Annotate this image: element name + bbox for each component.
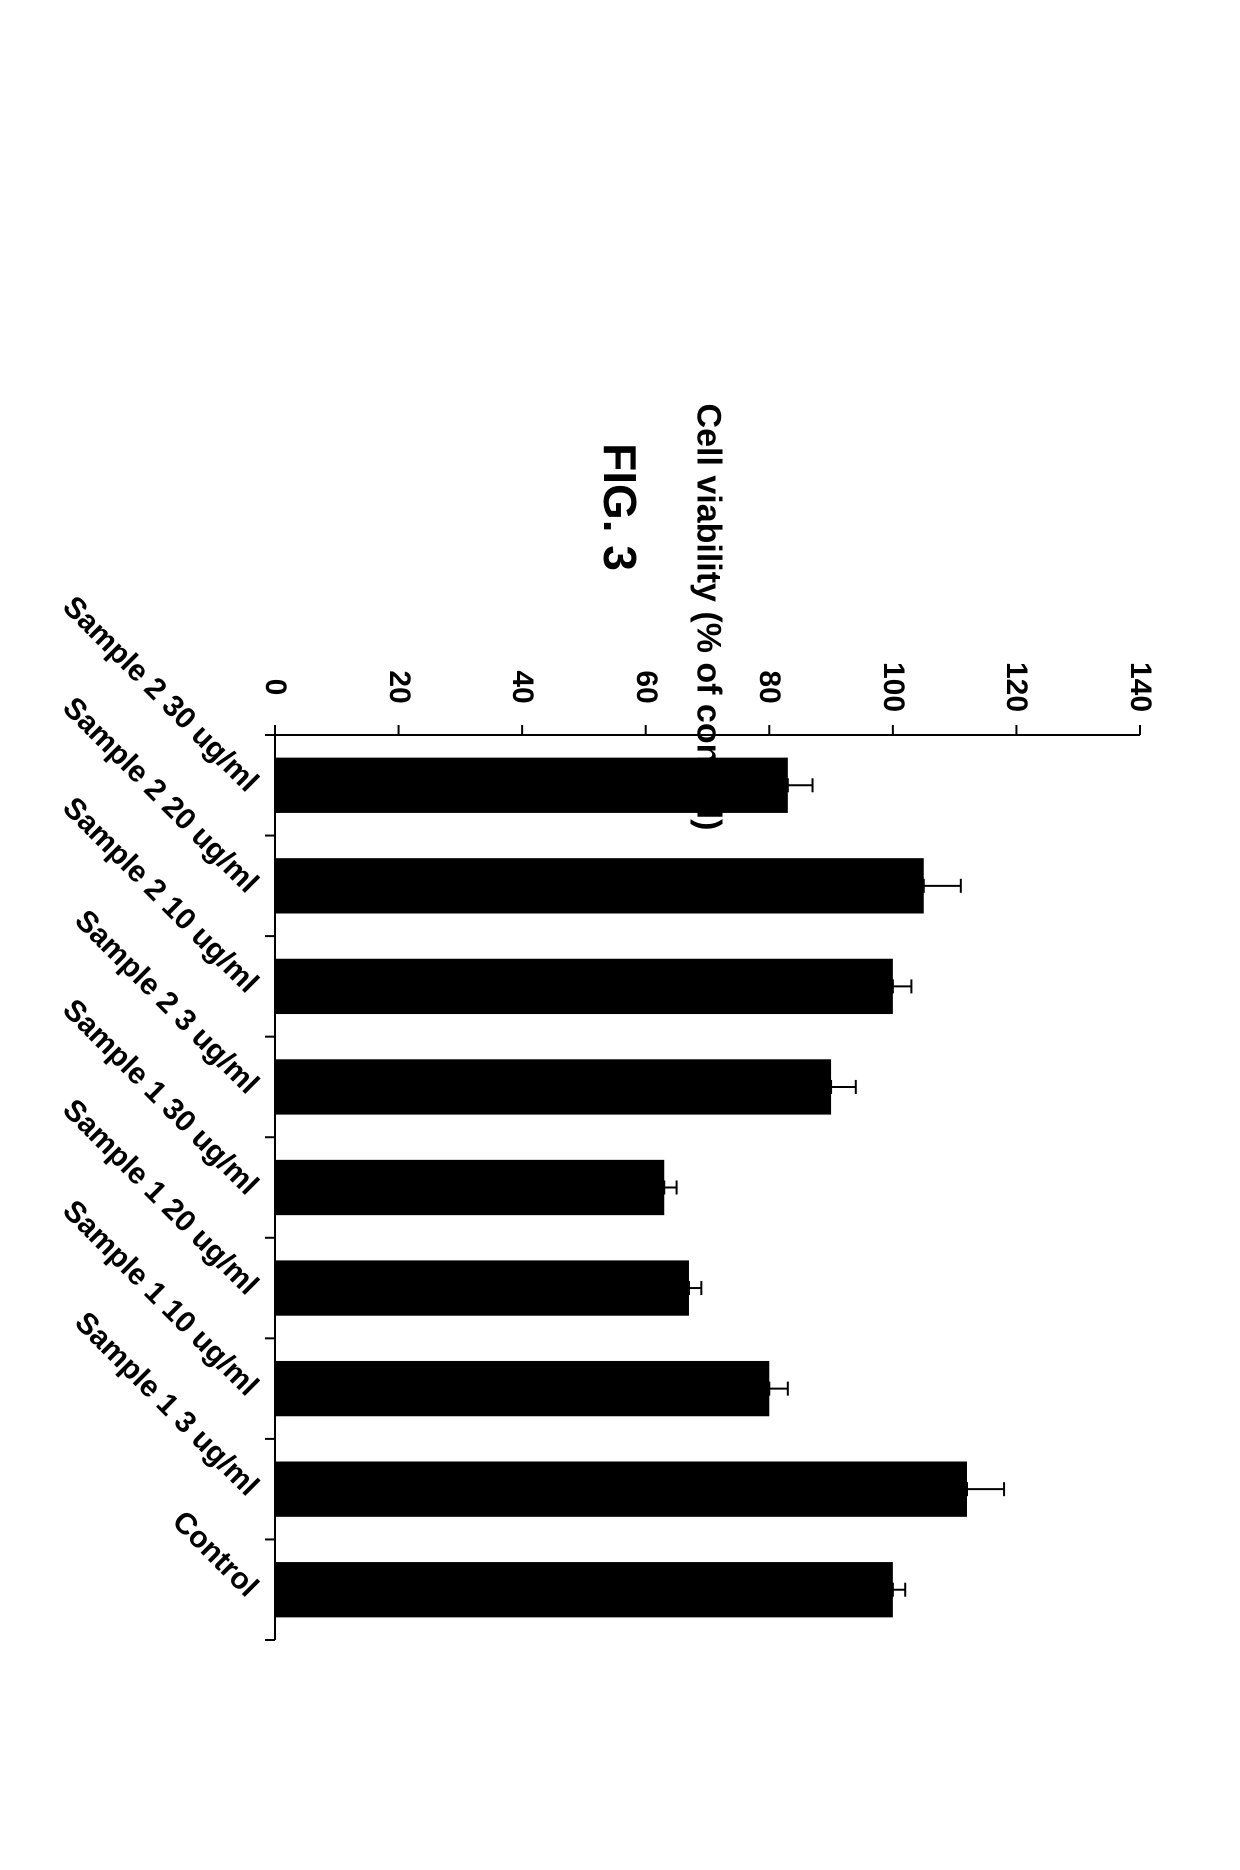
y-tick-label: 140 [1123, 662, 1157, 712]
y-tick-label: 0 [258, 679, 292, 696]
y-tick-label: 20 [382, 670, 416, 703]
bar [275, 858, 924, 913]
bar [275, 1260, 689, 1315]
y-tick-label: 120 [999, 662, 1033, 712]
bar [275, 1462, 967, 1517]
y-tick-label: 40 [505, 670, 539, 703]
bar [275, 959, 893, 1014]
y-tick-label: 80 [752, 670, 786, 703]
bar [275, 1361, 769, 1416]
y-tick-label: 60 [629, 670, 663, 703]
bar [275, 1562, 893, 1617]
bar [275, 1059, 831, 1114]
bar [275, 1160, 664, 1215]
y-axis-label: Cell viability (% of control) [688, 404, 727, 831]
y-tick-label: 100 [876, 662, 910, 712]
